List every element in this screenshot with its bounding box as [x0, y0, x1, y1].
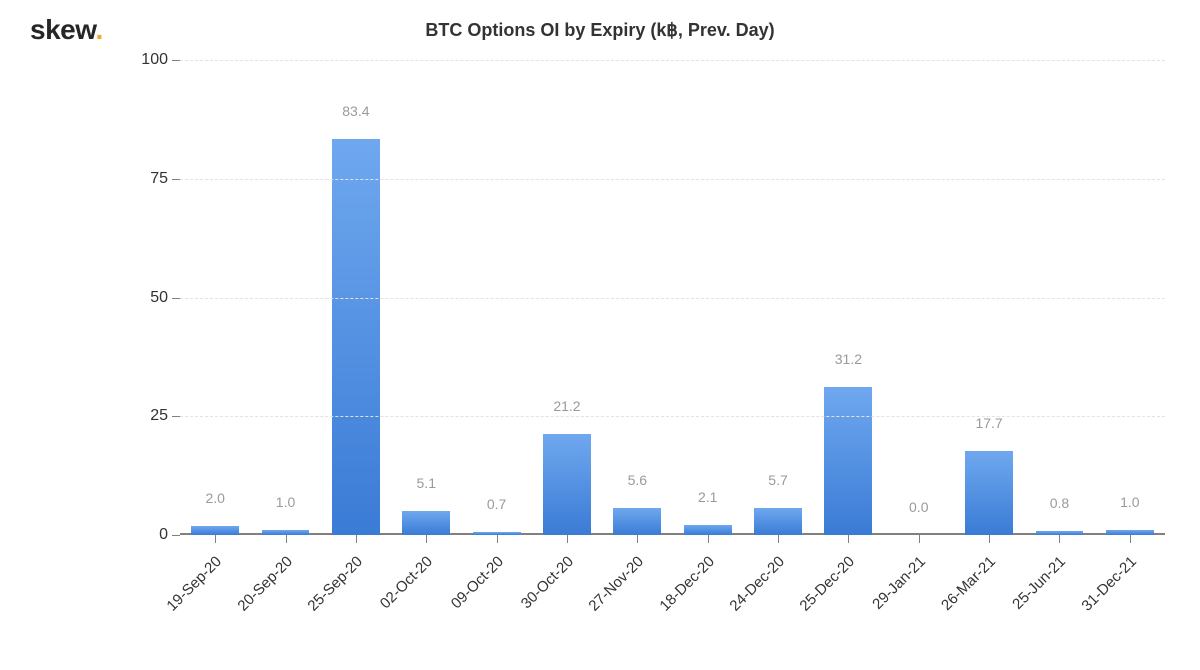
x-tick-label: 27-Nov-20	[586, 553, 648, 615]
x-tick-label: 19-Sep-20	[164, 553, 226, 615]
x-tick-mark	[848, 535, 849, 543]
bar-value-label: 5.1	[417, 475, 436, 491]
x-tick-label: 25-Sep-20	[304, 553, 366, 615]
y-tick-mark	[172, 416, 180, 417]
gridline	[180, 60, 1165, 61]
y-tick-label: 50	[150, 289, 168, 307]
y-tick-label: 75	[150, 170, 168, 188]
y-tick-mark	[172, 179, 180, 180]
bar-value-label: 0.0	[909, 499, 928, 515]
bar-value-label: 83.4	[342, 103, 369, 119]
x-tick-mark	[637, 535, 638, 543]
bar	[684, 525, 732, 535]
x-tick-mark	[286, 535, 287, 543]
x-tick-label: 09-Oct-20	[447, 553, 506, 612]
y-tick-mark	[172, 535, 180, 536]
x-tick-label: 31-Dec-21	[1078, 553, 1140, 615]
x-tick-mark	[356, 535, 357, 543]
bar	[402, 511, 450, 535]
x-tick-label: 30-Oct-20	[518, 553, 577, 612]
bar	[332, 139, 380, 535]
plot-area: 2.0 1.0 83.4 5.1 0.7 21.2 5.6 2.1 5.7 31.2 0.0 17.7…	[180, 60, 1165, 535]
x-tick-label: 26-Mar-21	[938, 553, 999, 614]
y-tick-mark	[172, 60, 180, 61]
x-tick-label: 25-Dec-20	[797, 553, 859, 615]
x-tick-mark	[708, 535, 709, 543]
x-tick-mark	[567, 535, 568, 543]
bar	[613, 508, 661, 535]
y-tick-label: 0	[159, 526, 168, 544]
bar-value-label: 2.1	[698, 489, 717, 505]
x-tick-mark	[426, 535, 427, 543]
y-tick-label: 25	[150, 407, 168, 425]
x-tick-mark	[1059, 535, 1060, 543]
bar-value-label: 5.6	[628, 472, 647, 488]
x-tick-label: 02-Oct-20	[377, 553, 436, 612]
bar-value-label: 0.8	[1050, 495, 1069, 511]
bar	[191, 526, 239, 536]
gridline	[180, 179, 1165, 180]
bar	[543, 434, 591, 535]
y-tick-label: 100	[141, 51, 168, 69]
x-tick-mark	[919, 535, 920, 543]
x-tick-mark	[1130, 535, 1131, 543]
x-tick-label: 24-Dec-20	[727, 553, 789, 615]
x-tick-label: 20-Sep-20	[234, 553, 296, 615]
bar-chart: 2.0 1.0 83.4 5.1 0.7 21.2 5.6 2.1 5.7 31.2 0.0 17.7…	[110, 60, 1170, 535]
x-tick-label: 25-Jun-21	[1010, 553, 1070, 613]
x-tick-mark	[989, 535, 990, 543]
bar-value-label: 21.2	[553, 398, 580, 414]
gridline	[180, 416, 1165, 417]
x-tick-mark	[215, 535, 216, 543]
y-tick-mark	[172, 298, 180, 299]
bar	[754, 508, 802, 535]
bar-value-label: 31.2	[835, 351, 862, 367]
bar	[965, 451, 1013, 535]
x-tick-label: 29-Jan-21	[869, 553, 929, 613]
x-tick-mark	[497, 535, 498, 543]
bar-value-label: 5.7	[768, 472, 787, 488]
bar-value-label: 17.7	[975, 415, 1002, 431]
bar-value-label: 1.0	[276, 494, 295, 510]
gridline	[180, 298, 1165, 299]
x-tick-mark	[778, 535, 779, 543]
chart-title: BTC Options OI by Expiry (k฿, Prev. Day)	[0, 20, 1200, 41]
bar	[824, 387, 872, 535]
x-tick-label: 18-Dec-20	[656, 553, 718, 615]
bar-value-label: 2.0	[205, 490, 224, 506]
bar-value-label: 1.0	[1120, 494, 1139, 510]
bar-value-label: 0.7	[487, 496, 506, 512]
